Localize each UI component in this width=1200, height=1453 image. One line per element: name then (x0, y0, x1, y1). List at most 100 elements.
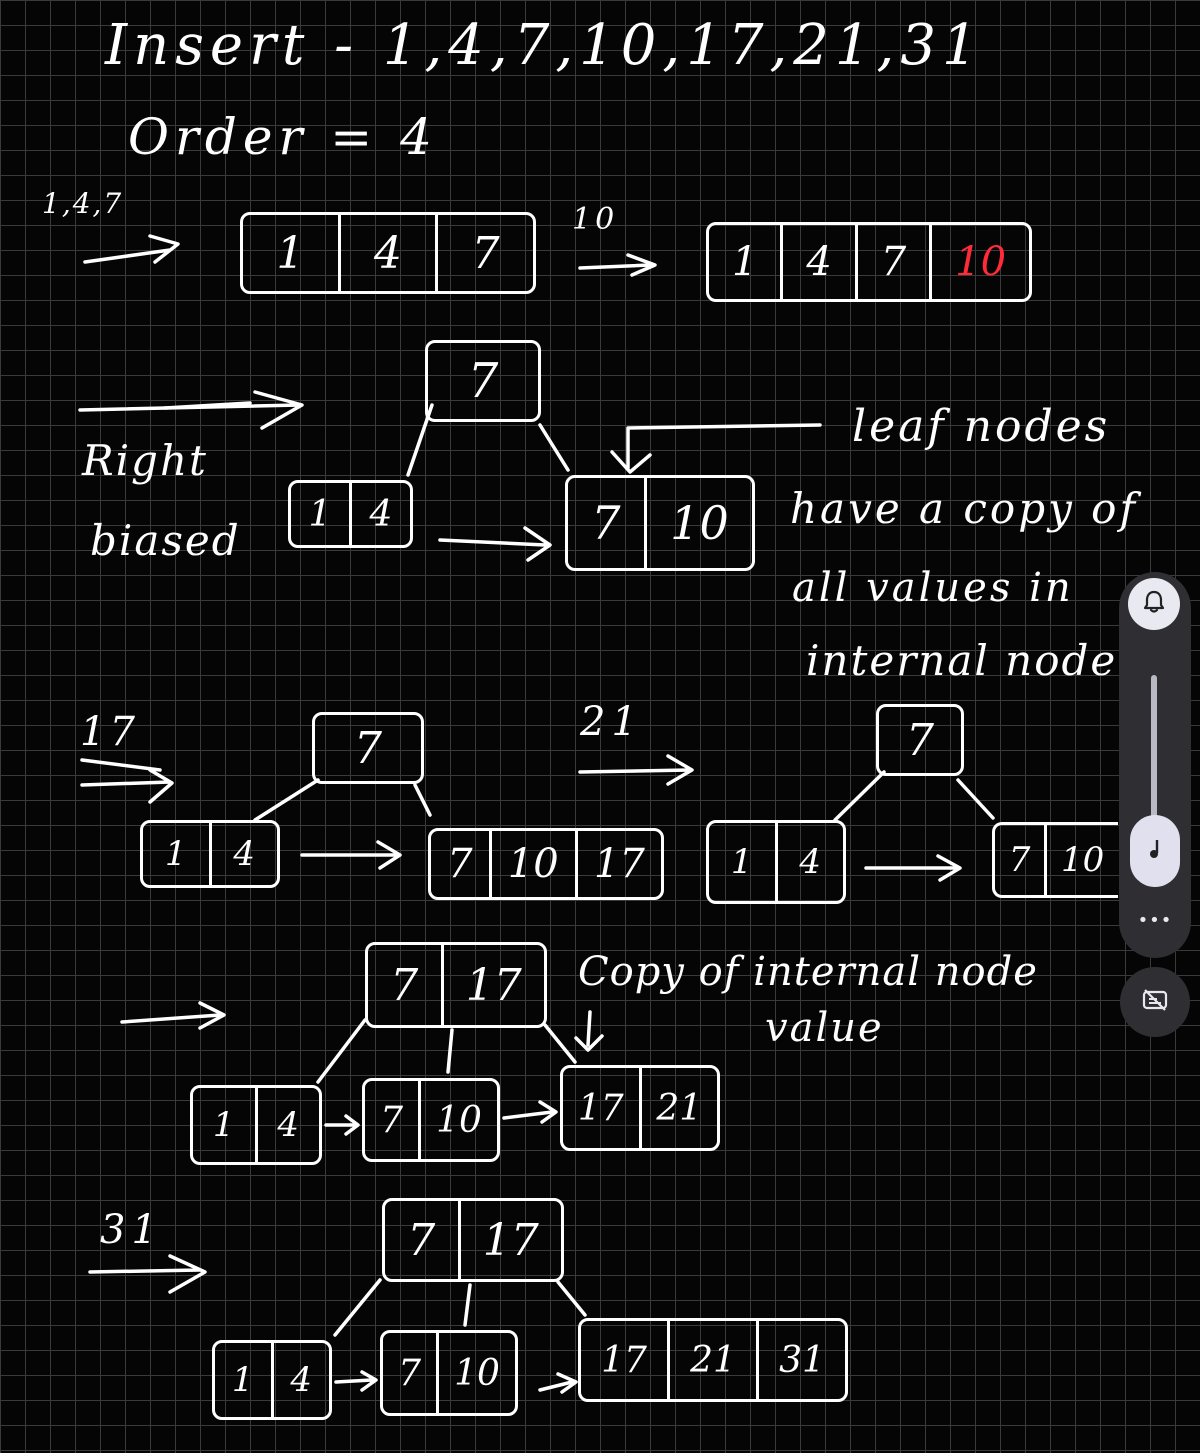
node-key: 4 (233, 834, 256, 874)
r4-right-leaf: 17 21 (560, 1065, 720, 1151)
node-key: 10 (454, 1352, 500, 1394)
order-text: Order = 4 (128, 108, 438, 166)
r4-root-node: 7 17 (365, 942, 547, 1028)
node-key: 1 (215, 1343, 274, 1417)
edge-r3-left (833, 770, 886, 822)
node-key: 21 (656, 1087, 703, 1129)
leaf-link-r1 (438, 526, 552, 562)
node-key: 4 (799, 842, 822, 882)
right-label: Right (82, 436, 208, 485)
arrow-step2 (578, 253, 657, 277)
r1-left-leaf: 1 4 (288, 480, 413, 548)
r2-left-leaf: 1 4 (140, 820, 280, 888)
volume-slider-track[interactable] (1151, 675, 1157, 825)
node-key: 7 (995, 825, 1048, 895)
node-key: 4 (277, 1105, 300, 1145)
more-options-button[interactable]: ••• (1137, 909, 1173, 931)
node-key: 4 (341, 215, 439, 291)
node-key-overflow: 10 (955, 239, 1007, 285)
edge-r4-right (543, 1023, 577, 1064)
captions-off-icon (1141, 988, 1169, 1016)
r4-left-leaf: 1 4 (190, 1085, 322, 1165)
node-key: 7 (471, 227, 500, 279)
node-key: 4 (290, 1360, 313, 1400)
r5-root-node: 7 17 (382, 1198, 564, 1282)
edge-r1-left (406, 403, 434, 477)
insert-sequence-text: Insert - 1,4,7,10,17,21,31 (105, 13, 984, 78)
arrow-step-17 (80, 758, 174, 804)
node-key: 7 (365, 1081, 422, 1159)
leaf-link-r4a (324, 1114, 360, 1136)
step-label-17: 17 (80, 709, 139, 755)
node-key: 7 (383, 1333, 440, 1413)
node-key: 7 (431, 831, 492, 897)
biased-label: biased (90, 516, 241, 565)
node-key: 10 (1060, 840, 1105, 880)
node-key: 7 (385, 1201, 461, 1279)
node-key: 10 (492, 831, 578, 897)
copy-note-line-2: value (765, 1005, 884, 1051)
step-label-31: 31 (100, 1207, 163, 1253)
copy-pointer (574, 1010, 604, 1052)
node-key: 1 (709, 225, 784, 299)
node-key: 1 (143, 823, 212, 885)
leaf-link-r5b (538, 1372, 578, 1394)
node-key: 1 (709, 823, 778, 901)
step-label-21: 21 (580, 699, 643, 745)
leaf-link-r3 (864, 854, 962, 882)
node-key: 17 (593, 841, 645, 887)
node-key: 7 (354, 722, 382, 774)
edge-r2-right (413, 783, 432, 817)
arrow-step-31 (88, 1254, 207, 1294)
r3-right-leaf: 7 10 (992, 822, 1118, 898)
arrow-step1 (83, 234, 180, 264)
leaf-note-line-2: have a copy of (790, 484, 1139, 533)
r2-root-node: 7 (312, 712, 424, 784)
r5-left-leaf: 1 4 (212, 1340, 332, 1420)
edge-r5-left (333, 1278, 382, 1337)
node-key: 10 (670, 496, 729, 550)
edge-r5-mid (463, 1283, 472, 1327)
node-key: 31 (779, 1339, 825, 1381)
r5-right-leaf: 17 21 31 (578, 1318, 848, 1402)
leaf-link-r2 (300, 840, 402, 870)
edge-r4-left (316, 1018, 367, 1084)
live-caption-button[interactable] (1120, 967, 1190, 1037)
node-key: 17 (482, 1214, 539, 1266)
leaf-note-line-1: leaf nodes (852, 401, 1111, 452)
node-key: 17 (581, 1321, 670, 1399)
r5-mid-leaf: 7 10 (380, 1330, 518, 1416)
node-1-4-7-10-overflow: 1 4 7 10 (706, 222, 1032, 302)
edge-r2-left (253, 778, 320, 822)
node-key: 4 (783, 225, 858, 299)
copy-note-line-1: Copy of internal node (578, 949, 1038, 995)
edge-r5-right (556, 1280, 587, 1317)
node-key: 4 (369, 493, 393, 535)
r2-right-leaf: 7 10 17 (428, 828, 664, 900)
edge-r1-right (538, 423, 570, 472)
step-label-10: 10 (572, 202, 619, 237)
node-key: 1 (243, 215, 341, 291)
note-pointer (610, 423, 822, 474)
node-key: 17 (563, 1068, 642, 1148)
leaf-note-line-3: all values in (792, 565, 1074, 611)
node-key: 7 (467, 353, 499, 409)
edge-r4-mid (446, 1028, 454, 1074)
r3-root-node: 7 (876, 704, 964, 776)
arrow-step-row3 (120, 1001, 226, 1030)
volume-slider-knob[interactable] (1130, 815, 1180, 887)
music-note-icon (1146, 838, 1164, 864)
node-key: 7 (858, 225, 933, 299)
arrow-step-21 (578, 754, 694, 786)
r1-right-leaf: 7 10 (565, 475, 755, 571)
arrow-right-biased (78, 390, 304, 430)
node-key: 1 (193, 1088, 258, 1162)
node-1-4-7: 1 4 7 (240, 212, 536, 294)
leaf-link-r5a (334, 1370, 378, 1392)
ring-mode-button[interactable] (1128, 578, 1180, 630)
leaf-link-r4b (502, 1100, 558, 1124)
r3-left-leaf: 1 4 (706, 820, 846, 904)
node-key: 7 (568, 478, 647, 568)
